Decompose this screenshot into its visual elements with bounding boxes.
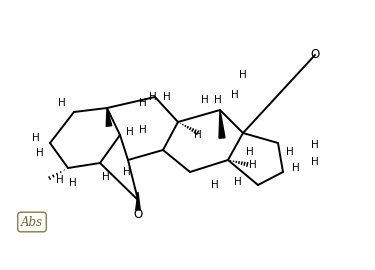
Text: H: H bbox=[123, 167, 131, 177]
Text: H: H bbox=[234, 177, 242, 187]
Text: H: H bbox=[56, 175, 64, 185]
Text: H: H bbox=[139, 98, 147, 108]
Text: H: H bbox=[36, 148, 44, 158]
Text: H: H bbox=[286, 147, 294, 157]
Text: O: O bbox=[310, 49, 320, 62]
Text: H: H bbox=[201, 95, 209, 105]
Text: H: H bbox=[239, 70, 247, 80]
Text: H: H bbox=[246, 147, 254, 157]
Text: H: H bbox=[149, 92, 157, 102]
Text: H: H bbox=[126, 127, 134, 137]
Polygon shape bbox=[136, 192, 140, 210]
Text: H: H bbox=[32, 133, 40, 143]
Text: H: H bbox=[211, 180, 219, 190]
Text: H: H bbox=[214, 95, 222, 105]
Text: H: H bbox=[311, 140, 319, 150]
Text: H: H bbox=[292, 163, 300, 173]
Text: H: H bbox=[102, 172, 110, 182]
Text: H: H bbox=[194, 130, 202, 140]
Text: H: H bbox=[163, 92, 171, 102]
Text: H: H bbox=[249, 160, 257, 170]
Text: H: H bbox=[69, 178, 77, 188]
Polygon shape bbox=[106, 108, 112, 126]
Text: H: H bbox=[58, 98, 66, 108]
Text: H: H bbox=[311, 157, 319, 167]
Text: H: H bbox=[231, 90, 239, 100]
Text: Abs: Abs bbox=[21, 215, 43, 228]
Text: H: H bbox=[139, 125, 147, 135]
Text: O: O bbox=[134, 208, 142, 221]
Polygon shape bbox=[219, 110, 225, 138]
